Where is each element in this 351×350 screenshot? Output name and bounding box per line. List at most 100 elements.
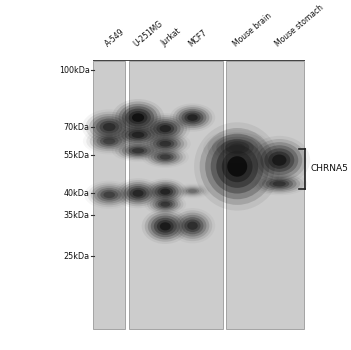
Ellipse shape xyxy=(160,154,171,160)
Ellipse shape xyxy=(178,185,207,197)
Ellipse shape xyxy=(120,182,155,204)
Ellipse shape xyxy=(118,180,159,206)
Ellipse shape xyxy=(266,178,293,189)
Ellipse shape xyxy=(147,117,184,140)
Ellipse shape xyxy=(121,127,155,143)
Ellipse shape xyxy=(205,134,269,199)
Ellipse shape xyxy=(227,156,247,177)
Text: Jurkat: Jurkat xyxy=(159,27,183,48)
Ellipse shape xyxy=(157,153,174,161)
Ellipse shape xyxy=(119,142,158,159)
Ellipse shape xyxy=(158,187,173,196)
Text: U-251MG: U-251MG xyxy=(132,19,165,48)
Ellipse shape xyxy=(144,115,187,142)
Ellipse shape xyxy=(184,219,200,232)
Ellipse shape xyxy=(150,136,181,151)
Ellipse shape xyxy=(268,152,290,169)
Ellipse shape xyxy=(132,148,144,153)
Ellipse shape xyxy=(115,102,161,134)
Ellipse shape xyxy=(94,186,125,203)
Ellipse shape xyxy=(145,147,186,167)
Ellipse shape xyxy=(258,175,300,192)
Ellipse shape xyxy=(148,149,183,165)
Ellipse shape xyxy=(146,180,184,203)
Ellipse shape xyxy=(155,185,176,198)
Ellipse shape xyxy=(170,104,215,132)
Ellipse shape xyxy=(194,122,280,211)
Ellipse shape xyxy=(130,188,146,198)
Ellipse shape xyxy=(150,196,181,212)
Ellipse shape xyxy=(114,124,162,146)
Ellipse shape xyxy=(160,222,171,230)
Ellipse shape xyxy=(125,145,151,156)
Ellipse shape xyxy=(145,211,186,242)
Ellipse shape xyxy=(225,141,249,154)
Ellipse shape xyxy=(144,178,187,205)
Ellipse shape xyxy=(99,121,119,133)
Ellipse shape xyxy=(150,119,181,138)
Ellipse shape xyxy=(128,130,148,140)
Ellipse shape xyxy=(89,114,130,140)
Ellipse shape xyxy=(187,222,198,230)
Text: 100kDa: 100kDa xyxy=(59,66,90,75)
Ellipse shape xyxy=(97,135,122,148)
Ellipse shape xyxy=(96,118,122,135)
Ellipse shape xyxy=(87,182,131,207)
Ellipse shape xyxy=(152,183,179,200)
Ellipse shape xyxy=(86,112,133,142)
Ellipse shape xyxy=(269,180,289,188)
Ellipse shape xyxy=(82,110,137,145)
Ellipse shape xyxy=(140,113,190,144)
Ellipse shape xyxy=(127,186,150,201)
Ellipse shape xyxy=(114,178,162,208)
Ellipse shape xyxy=(181,217,204,234)
Ellipse shape xyxy=(176,184,209,198)
Ellipse shape xyxy=(132,132,144,138)
Ellipse shape xyxy=(170,208,215,243)
Ellipse shape xyxy=(151,216,180,237)
Ellipse shape xyxy=(93,133,125,149)
Ellipse shape xyxy=(112,99,164,136)
Ellipse shape xyxy=(97,188,121,202)
Ellipse shape xyxy=(200,128,275,205)
Bar xyxy=(129,61,223,329)
Ellipse shape xyxy=(91,184,128,205)
Ellipse shape xyxy=(115,141,161,160)
Ellipse shape xyxy=(119,104,158,131)
Ellipse shape xyxy=(186,188,199,194)
Ellipse shape xyxy=(181,111,204,125)
Text: 70kDa: 70kDa xyxy=(64,122,90,132)
Ellipse shape xyxy=(93,116,126,138)
Ellipse shape xyxy=(100,136,119,146)
Ellipse shape xyxy=(152,198,178,211)
Ellipse shape xyxy=(154,218,177,235)
Ellipse shape xyxy=(142,209,189,244)
Ellipse shape xyxy=(154,152,177,162)
Ellipse shape xyxy=(272,154,286,166)
Text: CHRNA5: CHRNA5 xyxy=(310,164,348,173)
Ellipse shape xyxy=(221,139,254,156)
Ellipse shape xyxy=(249,136,310,184)
Ellipse shape xyxy=(146,134,184,153)
Ellipse shape xyxy=(216,145,258,188)
Text: A-549: A-549 xyxy=(104,27,126,48)
Ellipse shape xyxy=(173,105,212,130)
Ellipse shape xyxy=(264,148,294,172)
Ellipse shape xyxy=(158,201,173,208)
Ellipse shape xyxy=(90,131,129,151)
Ellipse shape xyxy=(140,131,191,156)
Ellipse shape xyxy=(160,202,170,207)
Ellipse shape xyxy=(211,139,264,194)
Ellipse shape xyxy=(122,106,154,129)
Ellipse shape xyxy=(184,113,200,122)
Ellipse shape xyxy=(156,139,174,148)
Ellipse shape xyxy=(212,134,263,161)
Text: Mouse brain: Mouse brain xyxy=(231,11,273,48)
Ellipse shape xyxy=(260,145,298,175)
Ellipse shape xyxy=(86,130,132,153)
Text: 25kDa: 25kDa xyxy=(64,252,90,261)
Ellipse shape xyxy=(125,128,151,141)
Ellipse shape xyxy=(104,191,115,198)
Ellipse shape xyxy=(148,213,183,239)
Ellipse shape xyxy=(125,108,151,127)
